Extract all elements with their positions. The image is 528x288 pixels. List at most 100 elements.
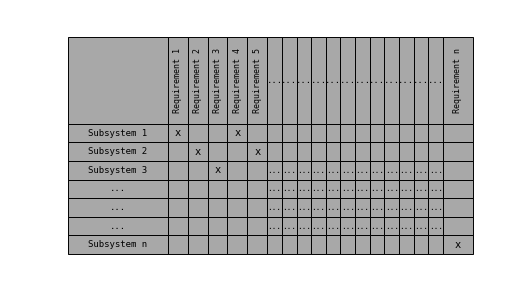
Bar [341, 124, 355, 142]
Bar [384, 142, 399, 161]
Bar [414, 161, 428, 179]
Bar [168, 179, 187, 198]
Bar [282, 198, 297, 217]
Text: ...: ... [326, 166, 340, 175]
Text: ...: ... [385, 184, 399, 193]
Bar [326, 37, 341, 124]
Bar [414, 198, 428, 217]
Bar [384, 179, 399, 198]
Bar [228, 142, 247, 161]
Bar [355, 235, 370, 254]
Bar [247, 161, 267, 179]
Bar [311, 161, 326, 179]
Bar [414, 235, 428, 254]
Text: ...: ... [414, 166, 428, 175]
Bar [282, 217, 297, 235]
Bar [428, 198, 443, 217]
Bar [370, 142, 384, 161]
Text: Subsystem 3: Subsystem 3 [89, 166, 148, 175]
Text: ...: ... [385, 203, 399, 212]
Bar [384, 198, 399, 217]
Bar [399, 142, 414, 161]
Bar [311, 124, 326, 142]
Text: ...: ... [385, 166, 399, 175]
Text: ...: ... [355, 184, 370, 193]
Bar [68, 37, 168, 124]
Text: ...: ... [400, 166, 413, 175]
Bar [267, 179, 282, 198]
Bar [228, 37, 247, 124]
Bar [370, 161, 384, 179]
Bar [267, 235, 282, 254]
Text: x: x [214, 165, 221, 175]
Bar [187, 37, 208, 124]
Text: ...: ... [312, 166, 325, 175]
Bar [443, 235, 473, 254]
Bar [267, 142, 282, 161]
Bar [208, 142, 228, 161]
Bar [282, 37, 297, 124]
Bar [267, 217, 282, 235]
Text: ...: ... [355, 166, 370, 175]
Bar [228, 198, 247, 217]
Bar [168, 161, 187, 179]
Bar [267, 37, 282, 124]
Bar [443, 37, 473, 124]
Bar [228, 161, 247, 179]
Bar [399, 124, 414, 142]
Bar [208, 179, 228, 198]
Bar [228, 179, 247, 198]
Bar [68, 217, 168, 235]
Text: ...: ... [370, 203, 384, 212]
Text: ...: ... [110, 221, 126, 231]
Text: ...: ... [429, 166, 442, 175]
Text: ...: ... [297, 203, 311, 212]
Bar [428, 235, 443, 254]
Bar [297, 198, 311, 217]
Bar [311, 37, 326, 124]
Text: ...: ... [400, 203, 413, 212]
Text: Requirement 3: Requirement 3 [213, 48, 222, 113]
Text: Requirement 5: Requirement 5 [253, 48, 262, 113]
Text: Subsystem n: Subsystem n [89, 240, 148, 249]
Text: ...: ... [326, 221, 340, 231]
Text: ...: ... [297, 221, 311, 231]
Bar [68, 142, 168, 161]
Text: Subsystem 1: Subsystem 1 [89, 128, 148, 138]
Text: Requirement 4: Requirement 4 [233, 48, 242, 113]
Text: x: x [455, 240, 461, 250]
Bar [311, 142, 326, 161]
Bar [341, 37, 355, 124]
Text: ...: ... [310, 76, 326, 85]
Bar [247, 198, 267, 217]
Text: ...: ... [370, 184, 384, 193]
Bar [282, 124, 297, 142]
Bar [208, 217, 228, 235]
Text: ...: ... [341, 184, 355, 193]
Text: ...: ... [341, 203, 355, 212]
Bar [341, 142, 355, 161]
Text: ...: ... [398, 76, 414, 85]
Bar [399, 198, 414, 217]
Text: ...: ... [282, 184, 296, 193]
Bar [68, 161, 168, 179]
Bar [282, 161, 297, 179]
Bar [355, 217, 370, 235]
Bar [428, 124, 443, 142]
Bar [208, 124, 228, 142]
Bar [384, 124, 399, 142]
Bar [399, 37, 414, 124]
Text: ...: ... [312, 184, 325, 193]
Bar [247, 217, 267, 235]
Bar [443, 161, 473, 179]
Text: ...: ... [355, 221, 370, 231]
Bar [247, 235, 267, 254]
Bar [187, 124, 208, 142]
Bar [247, 124, 267, 142]
Bar [443, 217, 473, 235]
Text: ...: ... [413, 76, 429, 85]
Bar [370, 179, 384, 198]
Text: x: x [254, 147, 260, 157]
Text: ...: ... [326, 203, 340, 212]
Text: ...: ... [312, 221, 325, 231]
